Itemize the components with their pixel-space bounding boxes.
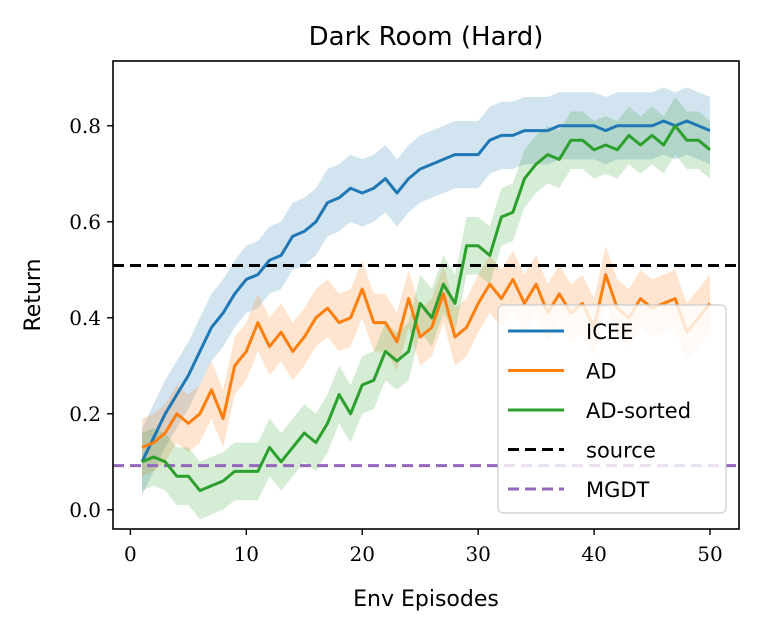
- y-tick-label: 0.6: [69, 210, 101, 234]
- plot-frame: [112, 60, 740, 530]
- x-tick-label: 30: [465, 542, 490, 566]
- icee-band: [142, 87, 710, 496]
- x-tick-label: 10: [234, 542, 259, 566]
- y-tick-label: 0.8: [69, 114, 101, 138]
- ad-sorted-line: [141, 124, 711, 493]
- legend-label-icee: ICEE: [586, 320, 633, 344]
- chart-title: Dark Room (Hard): [309, 22, 544, 52]
- y-axis-ticks: 0.0 0.2 0.4 0.6 0.8: [69, 114, 113, 522]
- y-tick-label: 0.4: [69, 306, 101, 330]
- x-tick-label: 0: [124, 542, 137, 566]
- x-axis-ticks: 0 10 20 30 40 50: [124, 529, 723, 566]
- ad-band: [142, 245, 710, 477]
- x-tick-label: 20: [350, 542, 375, 566]
- legend-label-mgdt: MGDT: [586, 478, 650, 502]
- icee-line: [140, 119, 711, 463]
- series-lines: [140, 119, 712, 493]
- confidence-bands: [142, 87, 710, 520]
- y-axis-label: Return: [21, 258, 46, 331]
- legend-label-ad-sorted: AD-sorted: [586, 399, 691, 423]
- reference-lines: [113, 263, 739, 468]
- legend-box: [497, 304, 727, 514]
- legend-label-source: source: [586, 439, 656, 463]
- legend-label-ad: AD: [586, 360, 617, 384]
- legend: ICEE AD AD-sorted source MGDT: [497, 304, 727, 514]
- x-tick-label: 40: [581, 542, 606, 566]
- y-tick-label: 0.0: [69, 498, 101, 522]
- y-tick-label: 0.2: [69, 402, 101, 426]
- ad-line: [141, 273, 712, 449]
- ad-sorted-band: [142, 97, 710, 520]
- x-axis-label: Env Episodes: [353, 587, 499, 612]
- x-tick-label: 50: [697, 542, 722, 566]
